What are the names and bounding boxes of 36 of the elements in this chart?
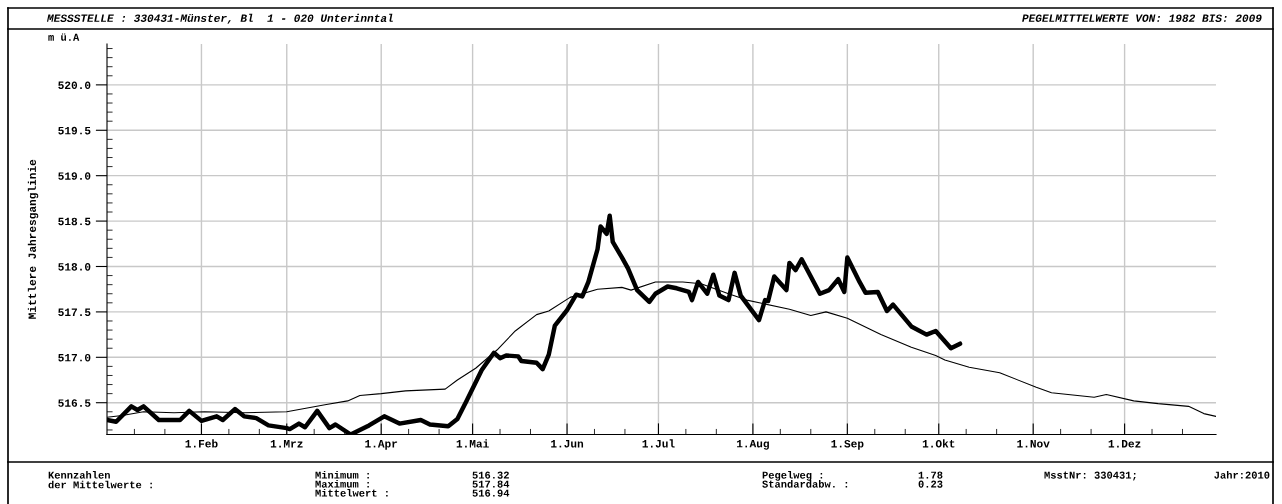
x-tick-label: 1.Mai: [456, 439, 489, 448]
text: Pegelweg :: [762, 471, 823, 481]
x-tick-label: 1.Jun: [551, 440, 584, 448]
x-tick-label: 1.Apr: [365, 440, 398, 450]
text: 1.78: [918, 471, 943, 479]
text: 0.23: [918, 480, 943, 488]
text: 516.32: [472, 471, 509, 479]
chart-subtitle: PEGELMITTELWERTE VON: 1982 BIS: 2009: [1022, 14, 1262, 22]
y-tick-label: 518.5: [58, 217, 91, 226]
text: 517.84: [472, 480, 510, 488]
x-tick-label: 1.Dez: [1108, 440, 1141, 448]
x-tick-label: 1.Aug: [736, 440, 769, 450]
text: m ü.A: [48, 33, 80, 41]
x-tick-label: 1.Okt: [922, 439, 955, 448]
text: Standardabw. :: [762, 480, 848, 488]
y-axis-title: Mittlere Jahresganglinie: [27, 159, 39, 319]
x-tick-label: 1.Mrz: [270, 440, 303, 448]
x-tick-label: 1.Jul: [642, 439, 675, 448]
y-tick-label: 517.5: [58, 308, 91, 317]
y-tick-label: 518.0: [58, 263, 91, 271]
x-tick-label: 1.Feb: [185, 439, 218, 448]
text: MsstNr: 330431;: [1044, 471, 1136, 481]
text: Kennzahlen der Mittelwerte :: [48, 471, 152, 489]
y-tick-label: 517.0: [58, 353, 91, 362]
text: Mittelwert :: [315, 489, 388, 497]
y-tick-label: 520.0: [58, 81, 91, 89]
text: Jahr:2010: [1214, 471, 1270, 479]
y-tick-label: 519.5: [58, 126, 91, 135]
x-tick-label: 1.Sep: [831, 439, 864, 450]
text: Minimum :: [315, 471, 369, 479]
text: 516.94: [472, 489, 510, 497]
y-tick-label: 519.0: [58, 172, 91, 180]
text: Maximum :: [315, 480, 369, 488]
chart-title: MESSSTELLE : 330431-Münster, Bl 1 - 020 Unterinntal: [46, 13, 393, 24]
y-tick-label: 516.5: [58, 399, 91, 407]
x-tick-label: 1.Nov: [1017, 440, 1050, 448]
